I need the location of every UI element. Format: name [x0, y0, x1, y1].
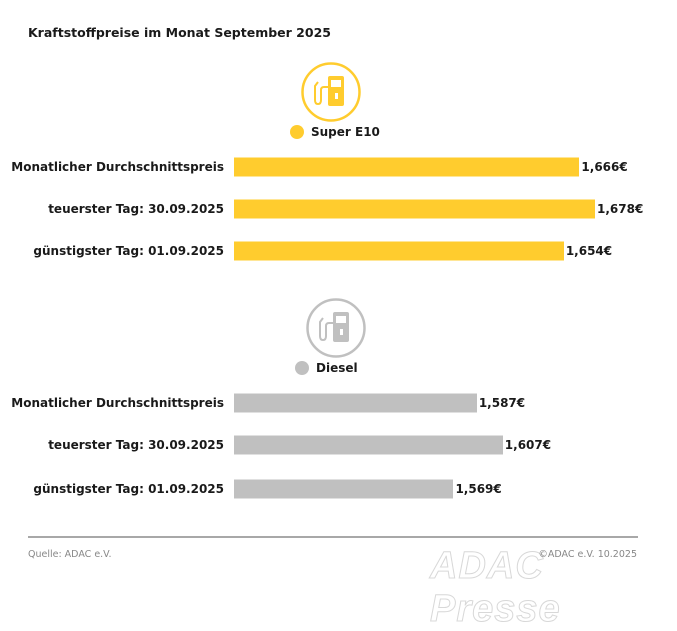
bar [234, 479, 454, 499]
data-label: 1,569€ [455, 482, 502, 496]
data-label: 1,607€ [504, 438, 552, 452]
fuel-pump-icon [306, 298, 366, 358]
data-label: 1,666€ [581, 160, 628, 174]
category-label: günstigster Tag: 01.09.2025 [33, 482, 224, 496]
category-label: Monatlicher Durchschnittspreis [11, 160, 224, 174]
legend-swatch [290, 125, 304, 139]
data-label: 1,587€ [478, 396, 526, 410]
category-label: günstigster Tag: 01.09.2025 [33, 244, 224, 258]
source-note: Quelle: ADAC e.V. [28, 549, 112, 560]
chart-title: Kraftstoffpreise im Monat September 2025 [28, 25, 331, 40]
copyright-note: ©ADAC e.V. 10.2025 [538, 549, 637, 560]
legend-label: Super E10 [311, 125, 380, 139]
bar [234, 157, 580, 177]
bar [234, 435, 503, 455]
data-label: 1,654€ [565, 244, 613, 258]
bar [234, 199, 595, 219]
bar [234, 241, 564, 261]
data-label: 1,678€ [597, 202, 644, 216]
divider [28, 536, 638, 538]
category-label: teuerster Tag: 30.09.2025 [48, 438, 224, 452]
fuel-pump-icon [301, 62, 361, 122]
bar [234, 393, 477, 413]
legend-swatch [295, 361, 309, 375]
category-label: Monatlicher Durchschnittspreis [11, 396, 224, 410]
legend-label: Diesel [316, 361, 358, 375]
category-label: teuerster Tag: 30.09.2025 [48, 202, 224, 216]
